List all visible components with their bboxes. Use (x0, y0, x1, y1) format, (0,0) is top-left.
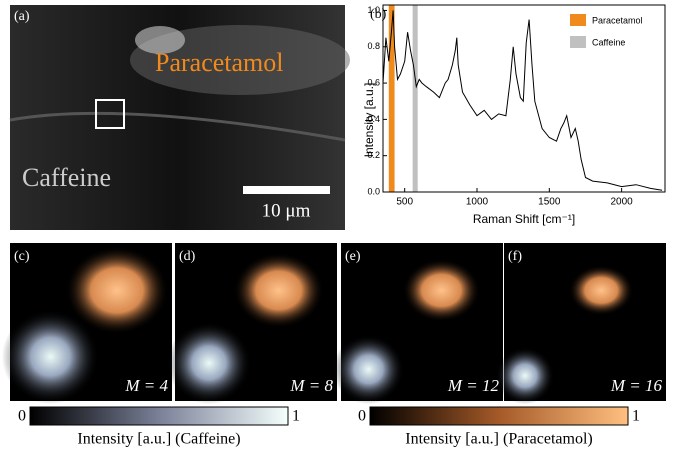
paracetamol-blob (233, 252, 324, 328)
plot-frame (383, 5, 665, 192)
x-tick-label: 1500 (538, 197, 561, 208)
legend-swatch (570, 14, 586, 26)
reconstructions: (c) M = 4 (d) M = 8 (e) M = 12 (f) M = 16 (2, 243, 666, 404)
panel-label: (c) (14, 249, 30, 264)
legend-label: Caffeine (592, 37, 625, 47)
order-label: M = 8 (289, 376, 333, 395)
paracetamol-blob (403, 259, 481, 322)
x-tick-label: 1000 (466, 197, 489, 208)
colorbars: 0 1 Intensity [a.u.] (Caffeine) 0 1 Intensity… (18, 407, 640, 448)
scale-label: 10 μm (262, 200, 311, 221)
colorbar-max: 1 (292, 408, 300, 425)
caffeine-blob (2, 309, 99, 404)
colorbar-label: Intensity [a.u.] (Caffeine) (77, 431, 240, 448)
caffeine-blob (333, 335, 404, 405)
colorbar (30, 407, 288, 425)
y-tick-label: 0.4 (367, 114, 380, 124)
legend-label: Paracetamol (592, 15, 643, 25)
colorbar-min: 0 (358, 408, 366, 425)
colorbar-max: 1 (632, 408, 640, 425)
panel-label: (d) (179, 249, 196, 264)
order-label: M = 4 (124, 376, 168, 395)
y-tick-label: 1.0 (367, 5, 380, 15)
panel-label: (f) (508, 249, 522, 264)
y-tick-label: 0.2 (367, 150, 380, 160)
y-tick-label: 0.0 (367, 186, 380, 196)
panel-b: (b) Intensity [a.u.] Raman Shift [cm⁻¹] … (362, 5, 665, 226)
y-tick-label: 0.6 (367, 77, 380, 87)
colorbar (370, 407, 628, 425)
panel-label: (a) (14, 9, 30, 24)
caffeine-blob (496, 347, 554, 404)
label-caffeine: Caffeine (22, 163, 111, 192)
label-paracetamol: Paracetamol (155, 48, 284, 77)
panel-label: (e) (345, 249, 361, 264)
paracetamol-blob (569, 265, 634, 316)
scale-bar (243, 186, 330, 194)
order-label: M = 16 (610, 376, 663, 395)
x-axis-label: Raman Shift [cm⁻¹] (473, 212, 575, 226)
legend-swatch (570, 36, 586, 48)
caffeine-blob (167, 322, 251, 404)
colorbar-min: 0 (18, 408, 26, 425)
colorbar-label: Intensity [a.u.] (Paracetamol) (405, 431, 592, 448)
order-label: M = 12 (447, 376, 500, 395)
x-tick-label: 500 (396, 197, 413, 208)
x-tick-label: 2000 (610, 197, 633, 208)
figure: (a) Paracetamol Caffeine 10 μm (b) Inten… (0, 0, 683, 452)
y-tick-label: 0.8 (367, 41, 380, 51)
panel-a: (a) Paracetamol Caffeine 10 μm (10, 5, 350, 230)
highlight-band (413, 5, 418, 192)
